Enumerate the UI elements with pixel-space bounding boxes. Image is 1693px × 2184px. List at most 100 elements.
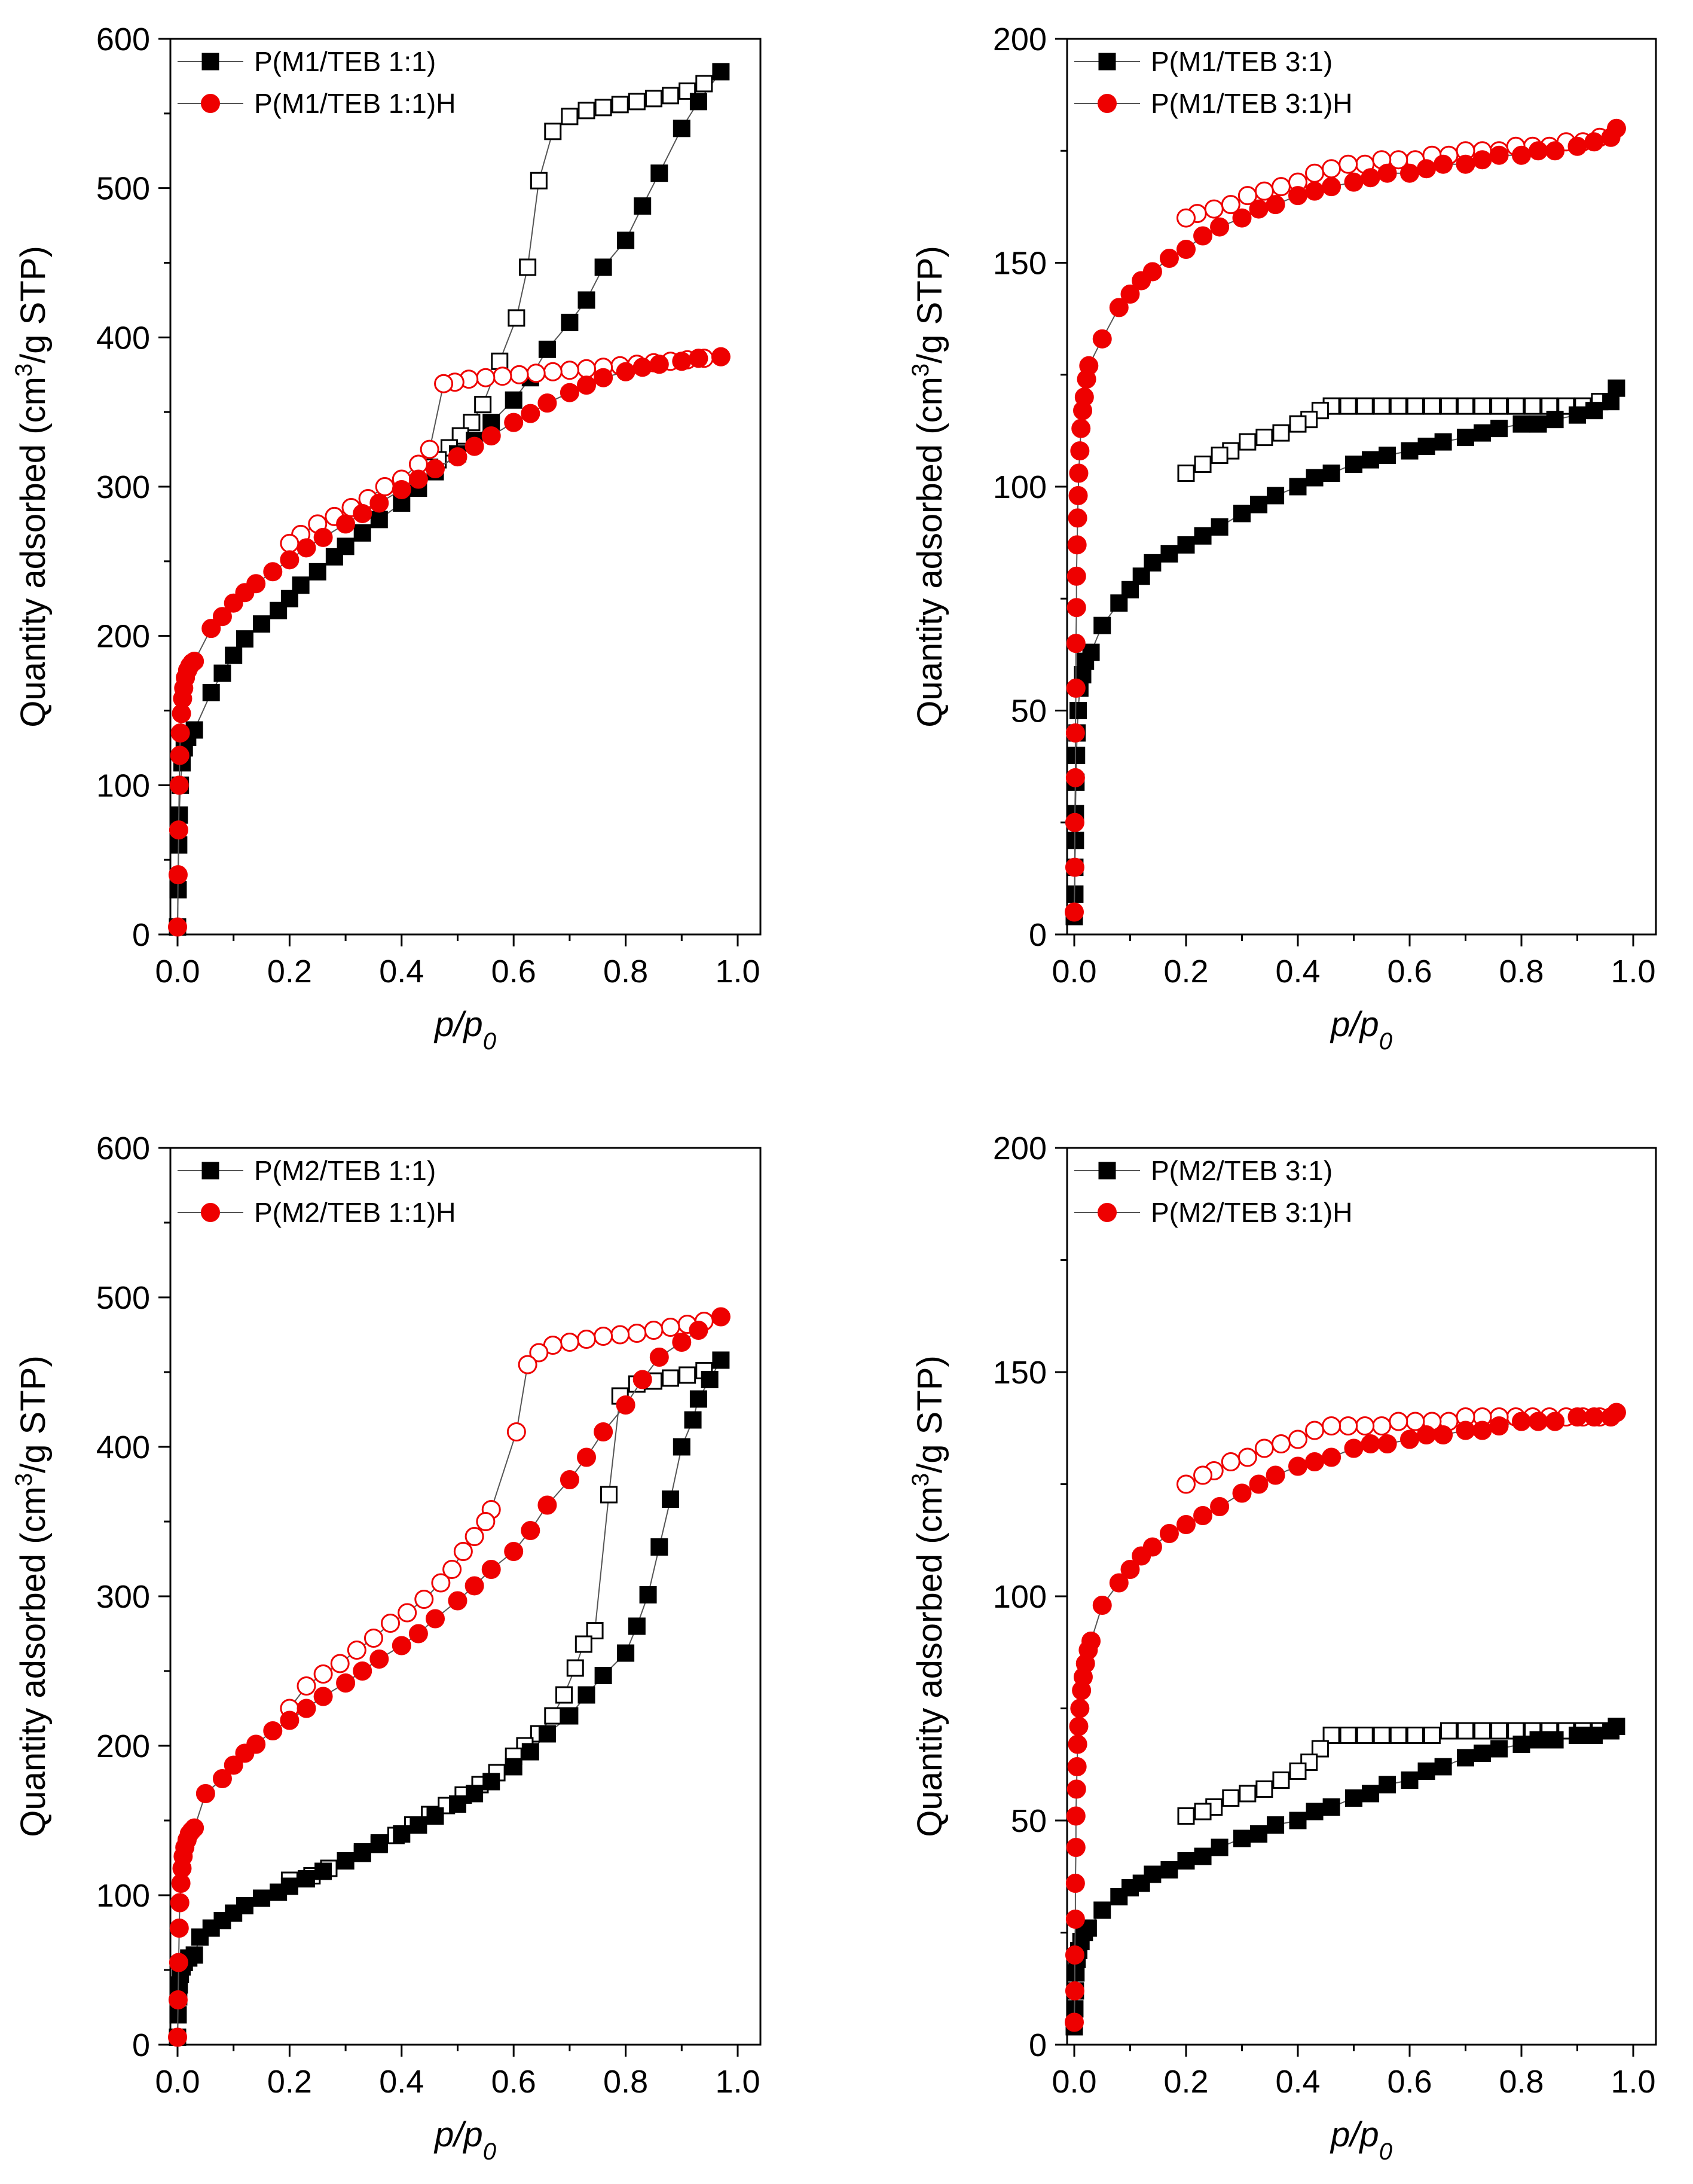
desorption-point [1254,1438,1274,1458]
adsorption-point [314,1862,332,1880]
y-tick-label: 600 [96,22,150,57]
adsorption-point [253,615,271,633]
adsorption-point [1490,1740,1508,1758]
y-tick-label: 150 [993,246,1047,282]
x-tick-label: 1.0 [715,954,760,989]
adsorption-point [1512,1736,1530,1753]
x-tick-label: 0.8 [603,954,648,989]
adsorption-point [1093,616,1111,634]
adsorption-point [426,1609,445,1629]
adsorption-point [1377,163,1397,183]
adsorption-point [1211,1838,1229,1856]
desorption-point [1490,1722,1508,1740]
adsorption-point [408,469,428,489]
desorption-point [662,87,680,105]
adsorption-point [1065,902,1084,922]
x-tick-label: 0.0 [155,2064,200,2100]
adsorption-point [1545,1412,1565,1431]
adsorption-point [280,550,300,570]
desorption-point [491,352,509,370]
adsorption-point [1345,1789,1362,1807]
adsorption-point [672,1333,692,1352]
legend-marker [1098,1203,1117,1222]
adsorption-point [537,1495,557,1515]
adsorption-point [1585,1727,1603,1744]
adsorption-point [1144,554,1162,572]
adsorption-point [280,1710,300,1730]
desorption-point [1237,1447,1257,1467]
adsorption-point [464,1576,484,1596]
adsorption-point [1490,420,1508,438]
desorption-point [1322,159,1341,179]
adsorption-point [1569,1727,1586,1744]
series-line [177,1316,722,2038]
y-tick-label: 200 [96,619,150,655]
adsorption-point [1071,419,1091,438]
adsorption-point [410,1816,427,1834]
adsorption-point [1456,1421,1475,1440]
desorption-point [1372,1416,1392,1435]
adsorption-point [168,2027,187,2047]
legend-label: P(M2/TEB 1:1)H [254,1197,456,1228]
adsorption-point [1529,141,1548,161]
adsorption-point [297,1699,316,1718]
adsorption-point [1512,145,1531,165]
adsorption-point [649,1348,669,1367]
adsorption-point [170,1893,190,1913]
y-tick-label: 100 [993,1579,1047,1615]
desorption-point [375,477,395,496]
y-tick-label: 100 [993,469,1047,505]
desorption-point [431,1573,451,1593]
adsorption-point [1176,1515,1196,1534]
adsorption-point [170,723,190,743]
y-tick-label: 400 [96,1429,150,1465]
panel-top-right: 0.0 0.2 0.4 0.6 0.8 1.0 0 50 100 150 200 p/p0 Quanti… [907,22,1657,1055]
desorption-point [1423,1727,1441,1744]
adsorption-point [1379,1776,1396,1794]
adsorption-point [449,1795,466,1813]
legend-marker [1098,1162,1116,1180]
adsorption-point [1608,379,1625,397]
desorption-point [1322,1416,1341,1435]
desorption-point [1193,1465,1213,1485]
y-axis-label: Quantity adsorbed (cm3/g STP) [907,246,949,728]
adsorption-point [1250,1825,1268,1843]
adsorption-point [1322,177,1341,197]
adsorption-point [313,527,333,547]
adsorption-point [1065,857,1084,877]
y-tick-label: 50 [1011,1803,1047,1839]
adsorption-point [1065,723,1085,743]
adsorption-point [1093,1901,1111,1919]
adsorption-point [673,120,690,138]
adsorption-point [1379,447,1396,465]
legend-label: P(M1/TEB 3:1) [1151,46,1333,77]
adsorption-point [1361,168,1380,188]
adsorption-point [168,917,187,937]
desorption-point [577,359,597,378]
adsorption-point [577,1447,597,1467]
adsorption-point [169,775,189,795]
adsorption-point [1069,1716,1089,1736]
adsorption-point [1567,1407,1587,1427]
adsorption-point [1066,679,1086,698]
desorption-point [518,1355,537,1374]
adsorption-point [212,1769,232,1788]
desorption-point [1373,1727,1391,1744]
series-line [1074,1412,1617,2023]
adsorption-point [1266,195,1285,215]
legend-label: P(M2/TEB 3:1)H [1151,1197,1352,1228]
adsorption-point [628,1617,646,1635]
adsorption-point [1417,1763,1435,1780]
desorption-point [398,1603,417,1623]
desorption-point [508,309,525,327]
adsorption-point [712,1351,730,1369]
desorption-point [506,1422,526,1441]
adsorption-point [1457,429,1474,447]
desorption-point [1194,456,1212,474]
y-tick-label: 0 [1029,917,1047,953]
adsorption-point [1210,217,1230,237]
desorption-point [1271,177,1291,197]
adsorption-point [1109,298,1129,317]
desorption-point [1339,1727,1357,1744]
